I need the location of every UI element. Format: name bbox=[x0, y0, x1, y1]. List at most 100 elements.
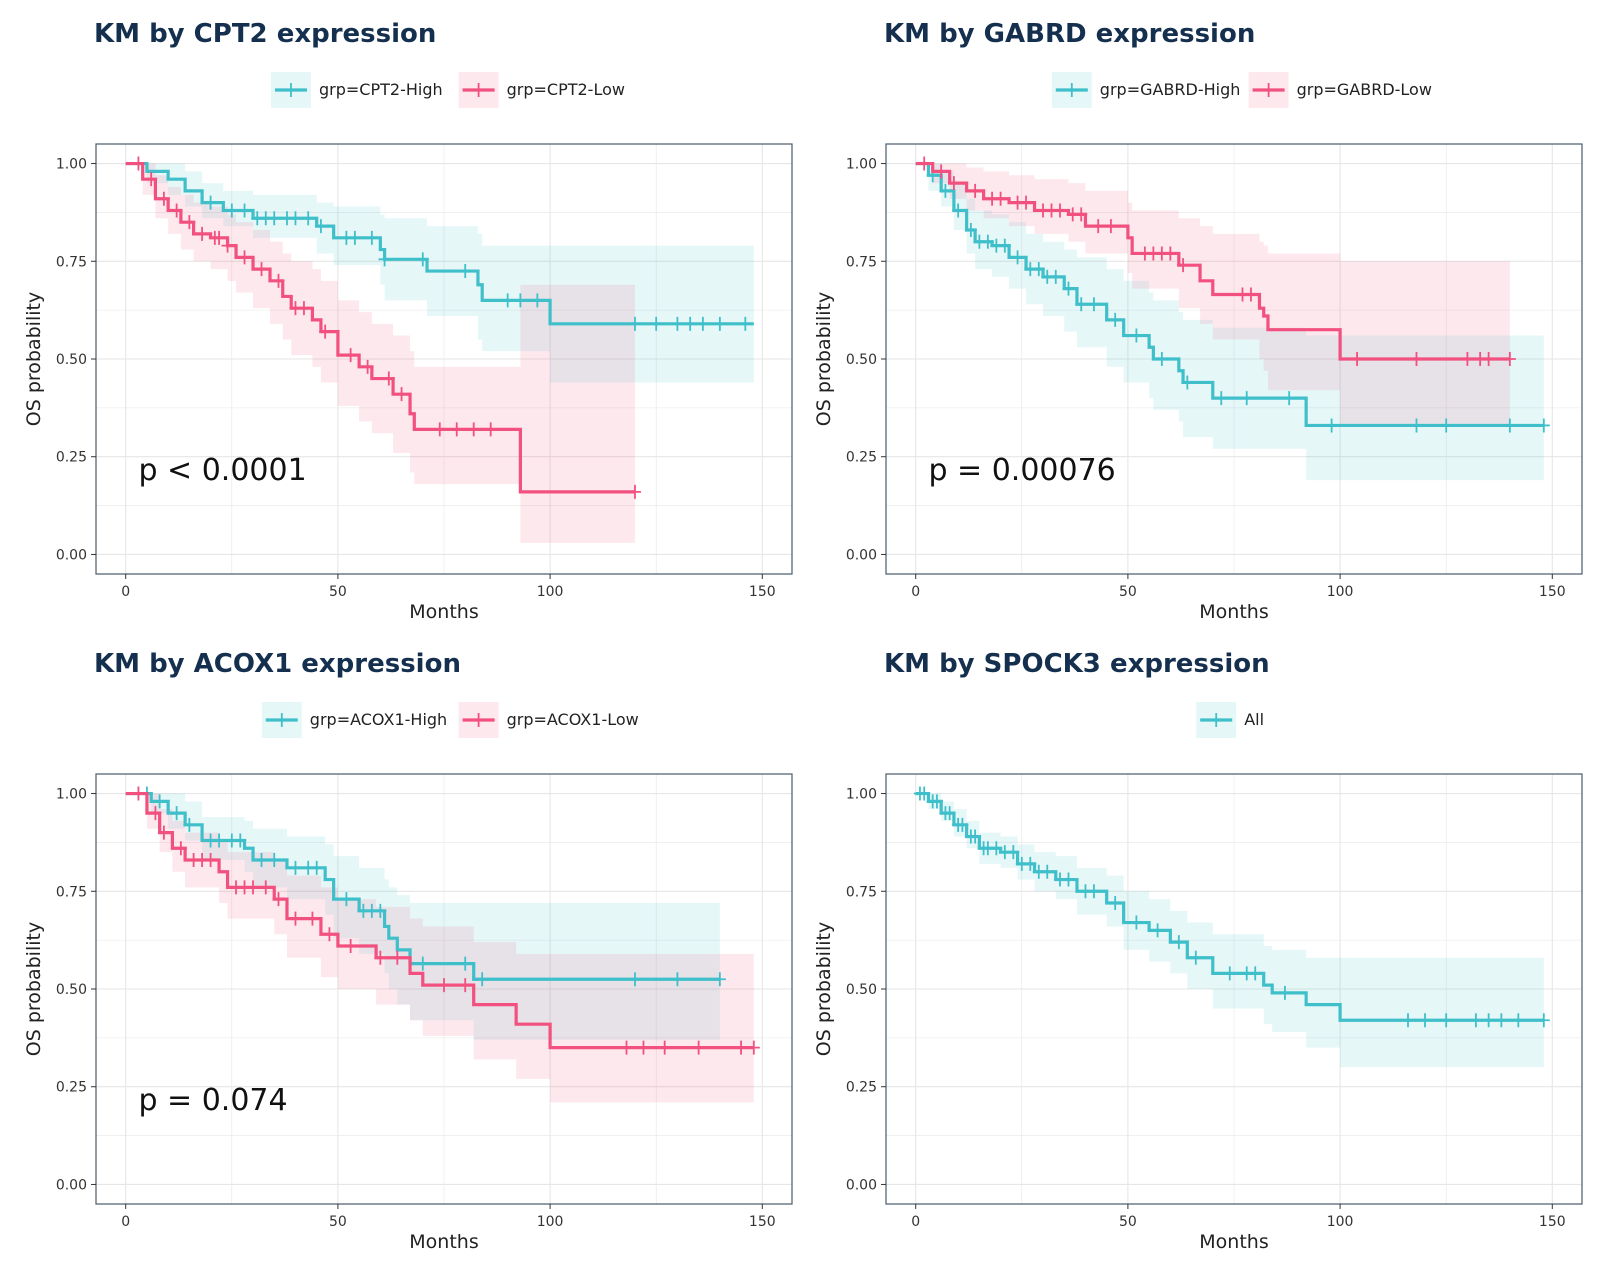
panel-acox1: KM by ACOX1 expression Months OS probabi… bbox=[23, 649, 793, 1253]
censor-mark bbox=[348, 230, 361, 245]
x-tick-label: 100 bbox=[1327, 584, 1354, 600]
censor-mark bbox=[467, 422, 480, 437]
censor-mark bbox=[268, 853, 281, 867]
censor-mark bbox=[1104, 219, 1117, 234]
plot-area bbox=[95, 143, 793, 575]
x-tick-label: 0 bbox=[911, 584, 920, 600]
censor-mark bbox=[1351, 352, 1364, 366]
y-tick-label: 0.50 bbox=[846, 352, 877, 368]
censor-mark bbox=[943, 806, 956, 821]
x-tick-label: 50 bbox=[329, 1214, 347, 1230]
censor-mark bbox=[310, 860, 323, 875]
censor-mark bbox=[213, 833, 226, 848]
censor-mark bbox=[637, 1040, 650, 1055]
censor-mark bbox=[272, 892, 285, 907]
censor-mark bbox=[132, 156, 145, 171]
x-axis-title: Months bbox=[409, 601, 478, 623]
censor-mark bbox=[1109, 896, 1122, 910]
censor-mark bbox=[684, 316, 697, 331]
censor-mark bbox=[990, 841, 1003, 856]
censor-mark bbox=[735, 1040, 748, 1055]
km-curve-grp-acox1-high bbox=[125, 791, 720, 981]
censor-mark bbox=[225, 203, 238, 218]
censor-mark bbox=[671, 972, 684, 987]
censor-mark bbox=[297, 301, 310, 316]
axis-ticks: 0 50 100 150 0.00 0.25 0.50 0.75 1.00 bbox=[846, 157, 1566, 600]
censor-mark bbox=[1020, 195, 1033, 210]
legend-item: All bbox=[1196, 702, 1264, 738]
censor-mark bbox=[1537, 418, 1550, 433]
y-tick-label: 0.25 bbox=[846, 450, 877, 466]
censor-mark bbox=[1087, 297, 1100, 312]
y-tick-label: 0.00 bbox=[56, 1177, 87, 1193]
y-axis-title: OS probability bbox=[813, 922, 835, 1056]
censor-mark bbox=[234, 833, 247, 848]
censor-mark bbox=[374, 950, 387, 965]
censor-mark bbox=[1249, 966, 1262, 981]
censor-mark bbox=[918, 786, 931, 801]
censor-mark bbox=[1482, 1013, 1495, 1028]
censor-mark bbox=[157, 825, 170, 840]
x-tick-label: 150 bbox=[1539, 1214, 1566, 1230]
censor-mark bbox=[459, 978, 472, 993]
censor-mark bbox=[671, 316, 684, 331]
censor-mark bbox=[391, 950, 404, 965]
censor-mark bbox=[459, 264, 472, 279]
legend-item: grp=CPT2-High bbox=[271, 72, 443, 108]
chart-title: KM by CPT2 expression bbox=[94, 19, 436, 49]
censor-mark bbox=[935, 164, 948, 179]
censor-mark bbox=[739, 316, 752, 331]
plot-area bbox=[885, 143, 1583, 575]
y-tick-label: 0.25 bbox=[846, 1080, 877, 1096]
censor-mark bbox=[247, 880, 260, 895]
censor-mark bbox=[1177, 258, 1190, 273]
censor-mark bbox=[323, 927, 336, 942]
censor-mark bbox=[956, 817, 969, 832]
censor-mark bbox=[289, 211, 302, 226]
axis-ticks: 0 50 100 150 0.00 0.25 0.50 0.75 1.00 bbox=[56, 157, 776, 600]
censor-mark bbox=[145, 172, 158, 187]
legend-label: All bbox=[1244, 710, 1264, 729]
x-tick-label: 150 bbox=[749, 584, 776, 600]
x-tick-label: 150 bbox=[1539, 584, 1566, 600]
censor-mark bbox=[1503, 352, 1516, 366]
x-tick-label: 100 bbox=[1327, 1214, 1354, 1230]
censor-mark bbox=[361, 359, 374, 374]
legend-label: grp=CPT2-High bbox=[319, 80, 443, 99]
censor-mark bbox=[416, 956, 429, 971]
censor-mark bbox=[132, 786, 145, 801]
y-tick-label: 1.00 bbox=[56, 787, 87, 803]
y-axis-title: OS probability bbox=[813, 292, 835, 426]
censor-mark bbox=[1024, 856, 1037, 871]
censor-mark bbox=[981, 234, 994, 249]
y-tick-label: 1.00 bbox=[846, 787, 877, 803]
y-tick-label: 0.50 bbox=[56, 982, 87, 998]
plot-area bbox=[95, 773, 793, 1205]
censor-mark bbox=[1495, 1013, 1508, 1028]
censor-mark bbox=[450, 422, 463, 437]
axis-ticks: 0 50 100 150 0.00 0.25 0.50 0.75 1.00 bbox=[56, 787, 776, 1230]
censor-mark bbox=[1075, 297, 1088, 312]
grid bbox=[96, 774, 792, 1204]
x-tick-label: 0 bbox=[121, 1214, 130, 1230]
legend: All bbox=[1196, 702, 1264, 738]
censor-mark bbox=[747, 1040, 760, 1055]
censor-mark bbox=[692, 1040, 705, 1055]
y-tick-label: 0.50 bbox=[846, 982, 877, 998]
censor-mark bbox=[238, 203, 251, 218]
censor-mark bbox=[484, 422, 497, 437]
censor-mark bbox=[196, 226, 209, 241]
censor-mark bbox=[1537, 1013, 1550, 1028]
censor-mark bbox=[1164, 246, 1177, 261]
censor-mark bbox=[1440, 1013, 1453, 1028]
censor-mark bbox=[344, 348, 357, 363]
censor-mark bbox=[1410, 352, 1423, 366]
panel-spock3: KM by SPOCK3 expression Months OS probab… bbox=[813, 649, 1583, 1253]
censor-mark bbox=[1440, 418, 1453, 433]
censor-mark bbox=[1402, 1013, 1414, 1028]
censor-mark bbox=[204, 195, 217, 210]
censor-mark bbox=[374, 903, 387, 918]
legend-item: grp=ACOX1-High bbox=[261, 702, 447, 738]
censor-mark bbox=[378, 252, 391, 267]
ci-band-grp-acox1-low bbox=[125, 793, 754, 1103]
